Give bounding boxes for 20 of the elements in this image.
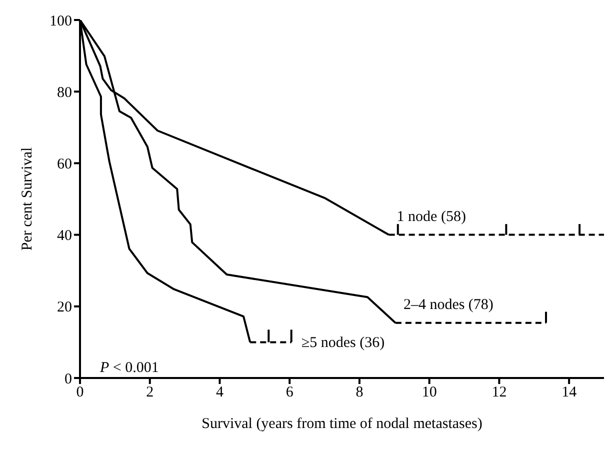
series-label: 2–4 nodes (78) — [403, 296, 494, 313]
x-tick-label: 12 — [492, 384, 507, 401]
x-tick-label: 6 — [286, 384, 294, 401]
x-axis-title: Survival (years from time of nodal metastases) — [202, 416, 482, 432]
x-tick-label: 2 — [146, 384, 154, 401]
y-tick-label: 20 — [57, 300, 72, 316]
x-tick-label: 0 — [76, 384, 84, 401]
annotation: P < 0.001 — [100, 360, 159, 377]
series-label: ≥5 nodes (36) — [301, 335, 385, 352]
series-label: 1 node (58) — [396, 208, 466, 225]
y-axis-title: Per cent Survival — [19, 147, 36, 251]
y-tick-label: 80 — [57, 84, 72, 101]
x-tick-label: 4 — [216, 384, 224, 401]
y-tick-label: 100 — [50, 13, 72, 30]
y-tick-label: 40 — [57, 228, 72, 244]
y-tick-label: 0 — [64, 371, 72, 388]
y-tick-label: 60 — [57, 156, 72, 173]
x-tick-label: 8 — [356, 384, 364, 401]
x-tick-label: 10 — [422, 384, 437, 401]
x-tick-label: 14 — [562, 384, 578, 401]
